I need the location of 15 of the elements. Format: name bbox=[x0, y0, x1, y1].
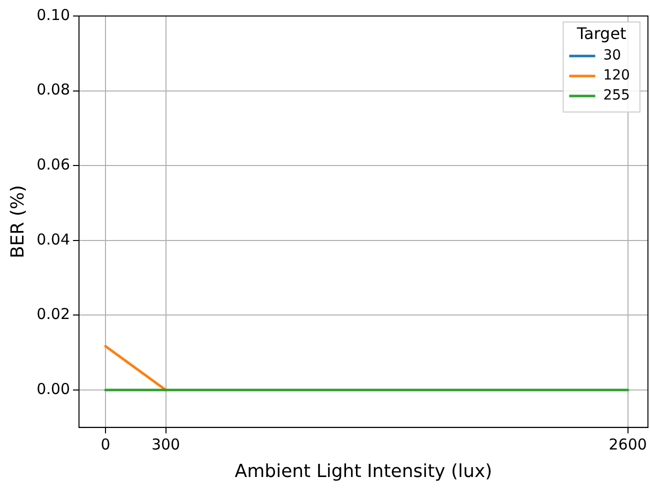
x-tick-label: 2600 bbox=[608, 435, 647, 454]
x-tick-label: 0 bbox=[100, 435, 110, 454]
legend-label: 255 bbox=[603, 88, 630, 104]
y-tick-label: 0.08 bbox=[36, 80, 70, 99]
legend-label: 120 bbox=[603, 68, 630, 84]
y-tick-label: 0.02 bbox=[36, 305, 70, 324]
y-tick-label: 0.04 bbox=[36, 230, 70, 248]
y-tick-label: 0.00 bbox=[36, 380, 70, 398]
legend-title: Target bbox=[576, 24, 626, 44]
x-tick-label: 300 bbox=[151, 435, 180, 454]
y-axis-title: BER (%) bbox=[7, 185, 28, 258]
y-tick-label: 0.06 bbox=[36, 155, 70, 174]
legend-label: 30 bbox=[603, 48, 622, 64]
y-tick-label: 0.10 bbox=[36, 6, 70, 24]
x-axis-title: Ambient Light Intensity (lux) bbox=[234, 460, 492, 482]
